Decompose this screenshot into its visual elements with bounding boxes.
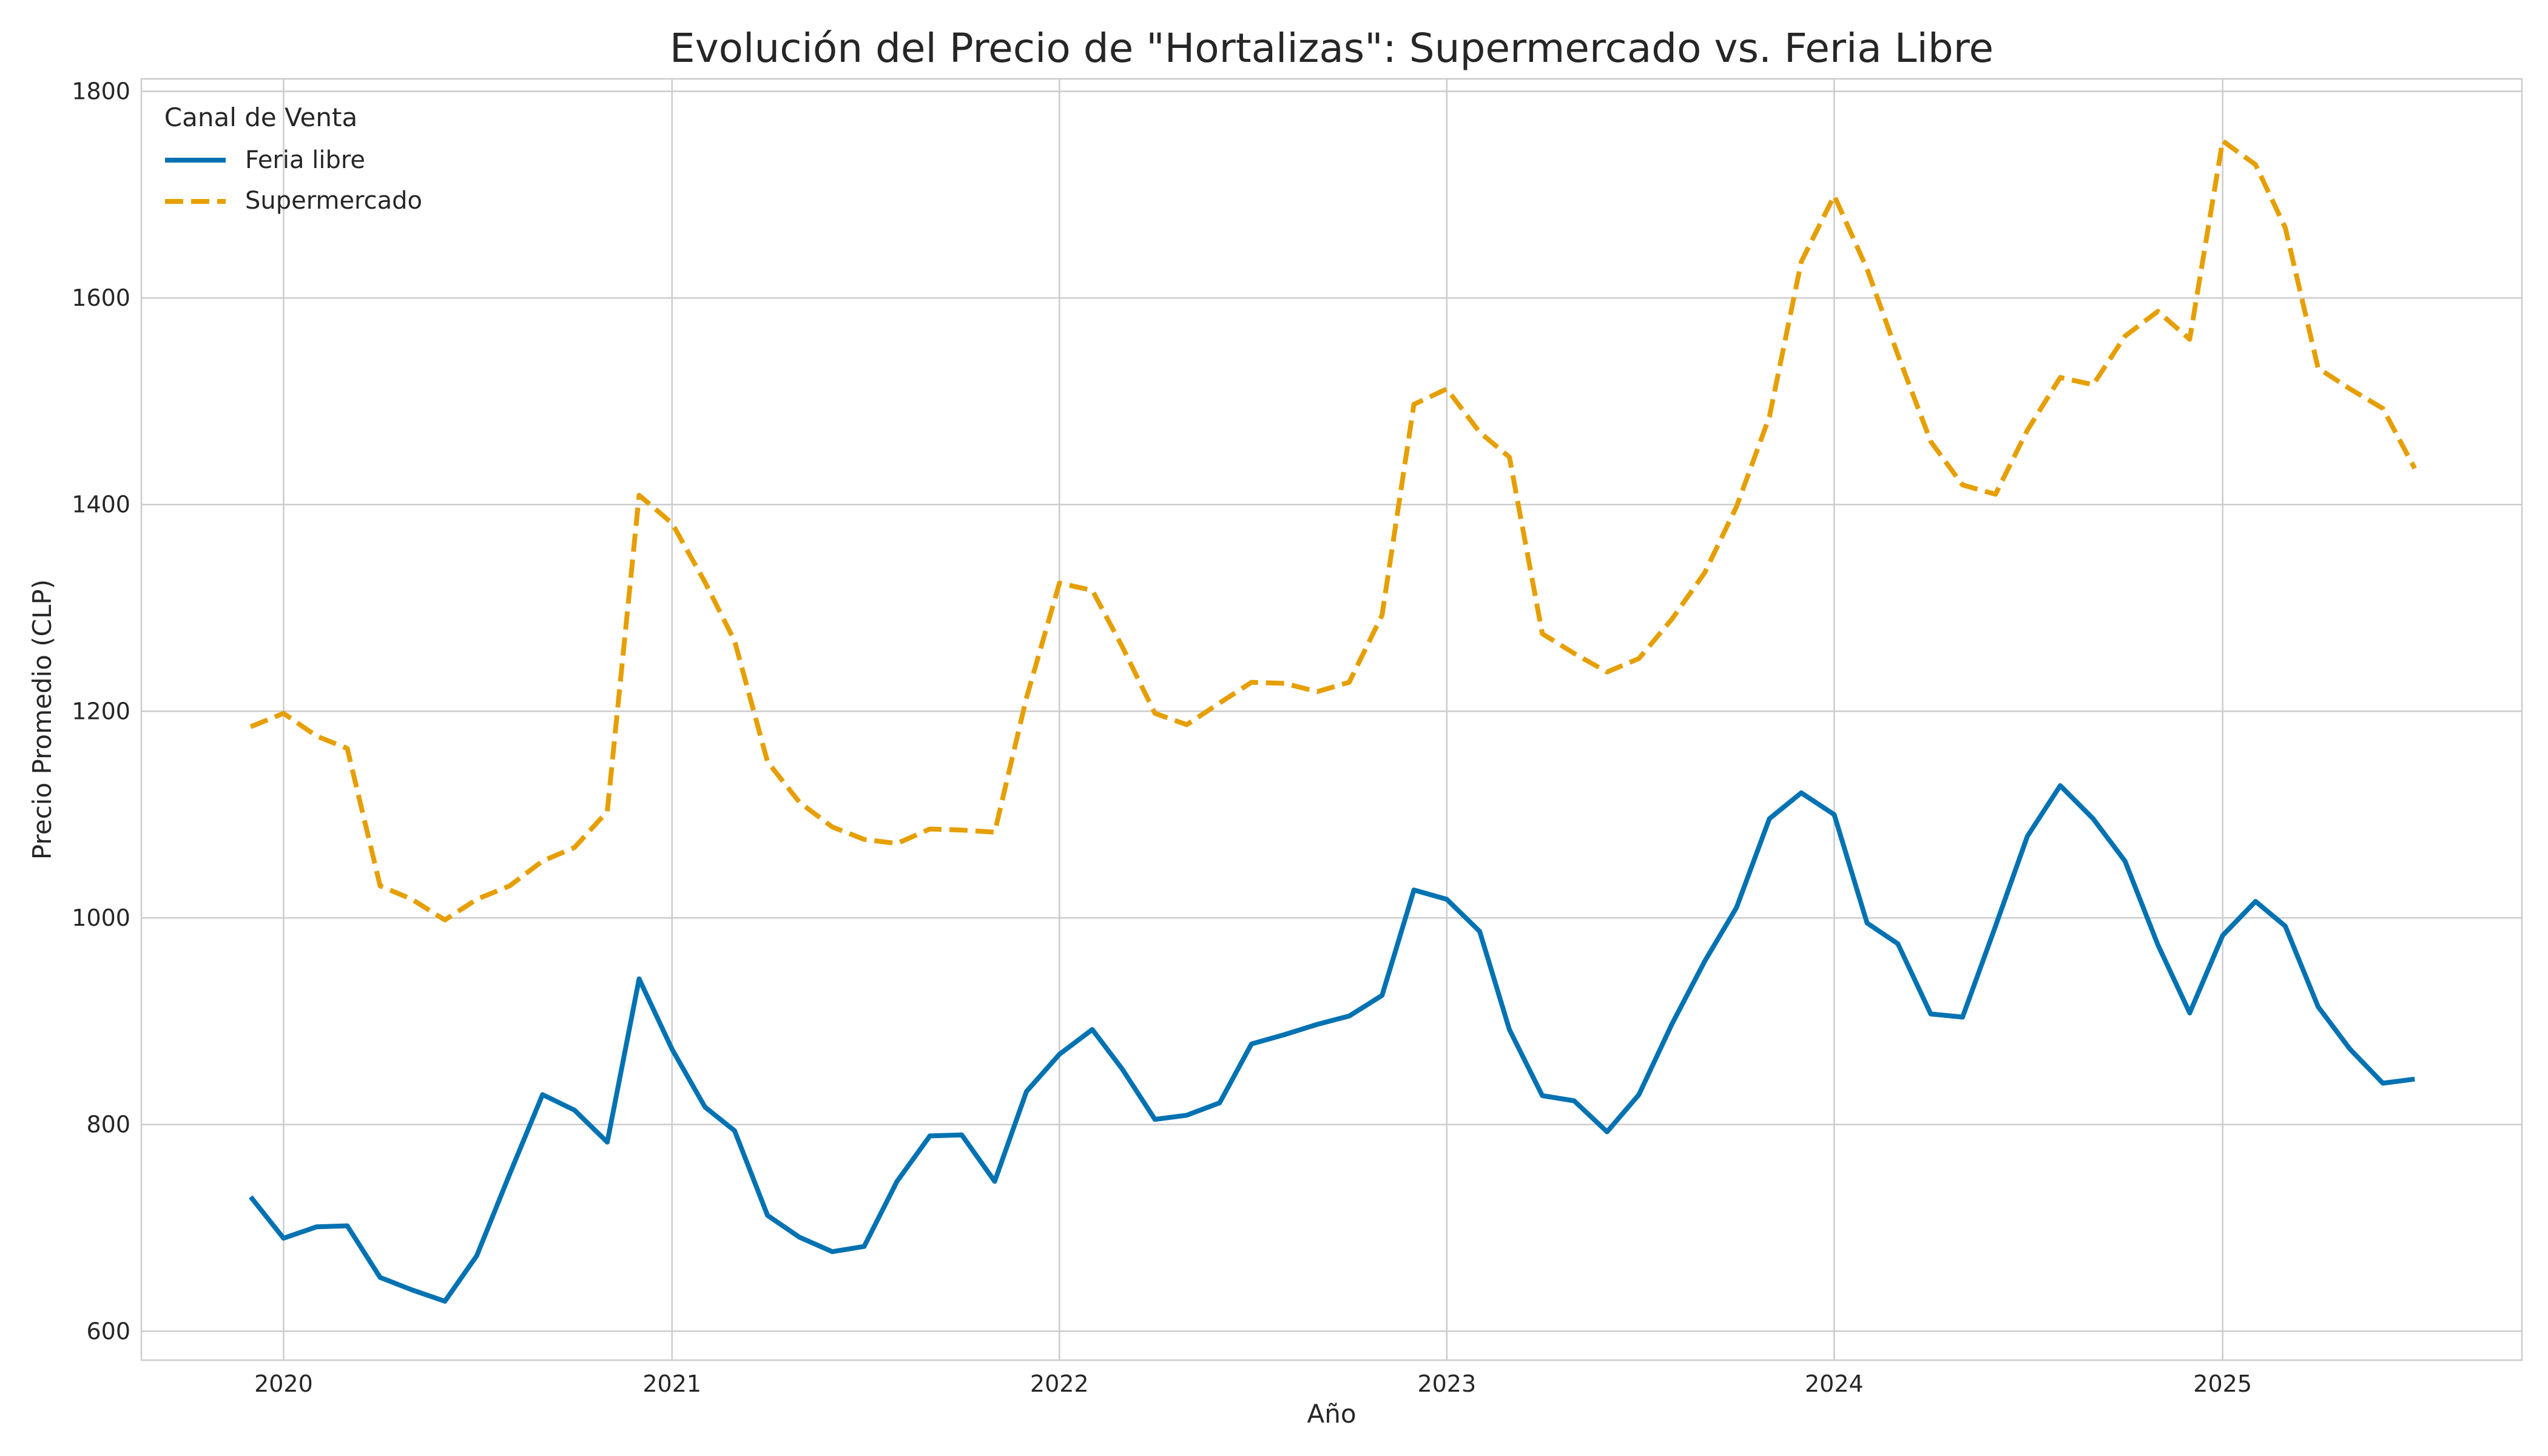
series-line-supermercado [249,138,2417,923]
y-axis-label: Precio Promedio (CLP) [27,579,57,860]
plot-frame [140,78,2523,1361]
grid [141,79,2522,1360]
x-tick-label-2024: 2024 [1805,1370,1864,1397]
plot-area [249,138,2417,1304]
x-axis-label: Año [1307,1399,1356,1429]
y-tick-label-1600: 1600 [72,285,130,311]
x-tick-label-2025: 2025 [2193,1370,2252,1397]
y-tick-label-1000: 1000 [72,905,130,931]
legend-label-feria-libre: Feria libre [245,146,365,174]
x-tick-label-2022: 2022 [1030,1370,1089,1397]
y-tick-label-1200: 1200 [72,698,130,724]
y-tick-label-1800: 1800 [72,78,130,104]
axis-ticks: 600 800 1000 1200 1400 1600 1800 2020 2021 2022 20… [72,78,2252,1397]
legend-title: Canal de Venta [164,103,357,132]
y-tick-label-1400: 1400 [72,491,130,518]
x-tick-label-2021: 2021 [642,1370,701,1397]
legend-label-supermercado: Supermercado [245,187,422,215]
x-tick-label-2023: 2023 [1417,1370,1476,1397]
series-line-feria-libre [249,783,2415,1304]
legend: Canal de Venta Feria libre Supermercado [164,103,422,215]
x-tick-label-2020: 2020 [254,1370,313,1397]
y-tick-label-800: 800 [86,1111,130,1138]
y-tick-label-600: 600 [86,1318,130,1344]
chart-title: Evolución del Precio de "Hortalizas": Su… [670,25,1994,72]
